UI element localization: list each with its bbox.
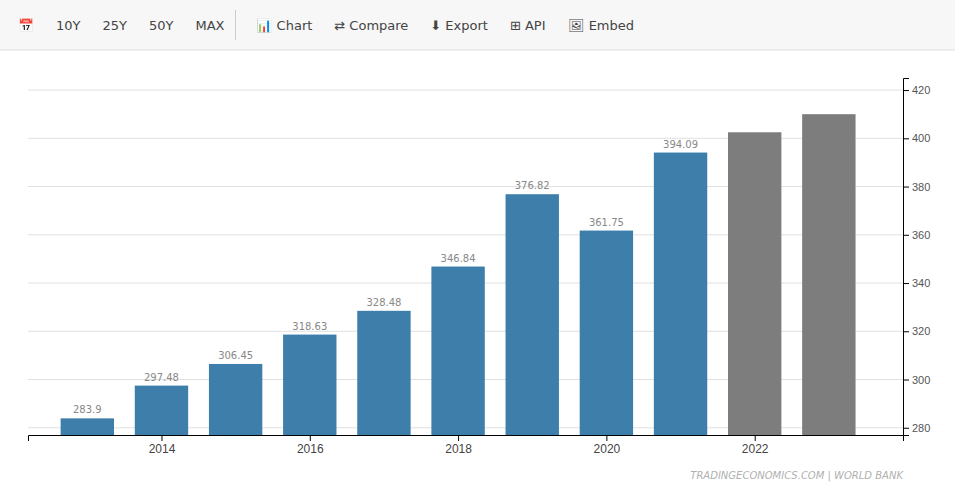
tick-mark — [458, 435, 459, 441]
data-label: 283.9 — [73, 404, 102, 415]
tick: 2016 — [297, 435, 324, 456]
bar — [654, 153, 707, 435]
bar — [728, 132, 781, 435]
tick-mark — [903, 187, 909, 188]
tick-label: 380 — [912, 181, 930, 193]
toolbar-divider — [235, 10, 236, 40]
axis-domain — [29, 436, 904, 442]
data-label: 297.48 — [144, 372, 179, 383]
tick: 340 — [903, 277, 930, 289]
bar — [61, 418, 114, 435]
tick-mark — [161, 435, 162, 441]
toolbar-item[interactable]: 25Y — [102, 18, 127, 33]
toolbar: 📅 10Y 25Y 50Y MAX 📊 Chart ⇄ Compare ⬇ Export ⊞ A… — [0, 0, 955, 50]
x-axis: 2014 2016 2018 2020 2022 — [29, 435, 904, 456]
chart-root: 📅 10Y 25Y 50Y MAX 📊 Chart ⇄ Compare ⬇ Export ⊞ A… — [0, 0, 955, 487]
tick: 420 — [903, 84, 930, 96]
toolbar-background — [0, 0, 955, 50]
tick: 360 — [903, 229, 930, 241]
toolbar-item[interactable]: 50Y — [149, 18, 174, 33]
bar — [431, 267, 484, 435]
tick-mark — [903, 380, 909, 381]
tick-label: 2016 — [297, 442, 324, 456]
tick-label: 2022 — [742, 442, 769, 456]
watermark: TRADINGECONOMICS.COM | WORLD BANK — [690, 470, 904, 482]
tick-label: 2020 — [594, 442, 621, 456]
tick: 320 — [903, 325, 930, 337]
tick-mark — [310, 435, 311, 441]
data-label: 328.48 — [366, 297, 401, 308]
tick-mark — [903, 90, 909, 91]
y-axis: 280 300 320 340 360 380 400 420 — [903, 79, 930, 436]
toolbar-border — [0, 50, 955, 51]
bar — [135, 386, 188, 435]
data-label: 306.45 — [218, 350, 253, 361]
tick: 2020 — [594, 435, 621, 456]
data-labels: 283.9 297.48 306.45 318.63 328.48 346.84 376.8… — [73, 139, 698, 416]
bars — [61, 114, 856, 435]
grid-line — [28, 90, 903, 91]
tick: 2014 — [149, 435, 176, 456]
tick-label: 2018 — [445, 442, 472, 456]
bar — [802, 114, 855, 435]
data-label: 361.75 — [589, 217, 624, 228]
tick: 280 — [903, 422, 930, 434]
tick: 2018 — [445, 435, 472, 456]
toolbar-item[interactable]: ⊞ API — [510, 18, 546, 33]
tick: 380 — [903, 181, 930, 193]
toolbar-item[interactable]: MAX — [195, 18, 224, 33]
tick-mark — [903, 235, 909, 236]
axis-domain — [904, 79, 910, 436]
tick-label: 420 — [912, 84, 930, 96]
tick-mark — [903, 138, 909, 139]
tick: 300 — [903, 374, 930, 386]
toolbar-item[interactable]: 📅 — [18, 18, 34, 33]
data-label: 376.82 — [515, 180, 550, 191]
bar — [357, 311, 410, 435]
tick-mark — [606, 435, 607, 441]
tick-mark — [903, 428, 909, 429]
tick-label: 300 — [912, 374, 930, 386]
data-label: 346.84 — [441, 253, 476, 264]
bar — [283, 335, 336, 435]
bar — [209, 364, 262, 435]
tick-label: 360 — [912, 229, 930, 241]
bar — [580, 231, 633, 435]
toolbar-item[interactable]: ⇄ Compare — [334, 18, 408, 33]
toolbar-item[interactable]: 📊 Chart — [256, 18, 312, 33]
toolbar-item[interactable]: ⬇ Export — [430, 18, 488, 33]
data-label: 394.09 — [663, 139, 698, 150]
tick: 400 — [903, 132, 930, 144]
tick-label: 340 — [912, 277, 930, 289]
plot: 283.9 297.48 306.45 318.63 328.48 346.84 376.8… — [28, 79, 930, 456]
tick-label: 2014 — [149, 442, 176, 456]
tick-mark — [903, 331, 909, 332]
bar — [506, 194, 559, 435]
data-label: 318.63 — [292, 321, 327, 332]
toolbar-item[interactable]: 10Y — [56, 18, 81, 33]
tick-label: 320 — [912, 325, 930, 337]
tick-mark — [755, 435, 756, 441]
toolbar-item[interactable]: 🖼 Embed — [568, 18, 635, 33]
tick-label: 400 — [912, 132, 930, 144]
tick-label: 280 — [912, 422, 930, 434]
tick-mark — [903, 283, 909, 284]
tick: 2022 — [742, 435, 769, 456]
